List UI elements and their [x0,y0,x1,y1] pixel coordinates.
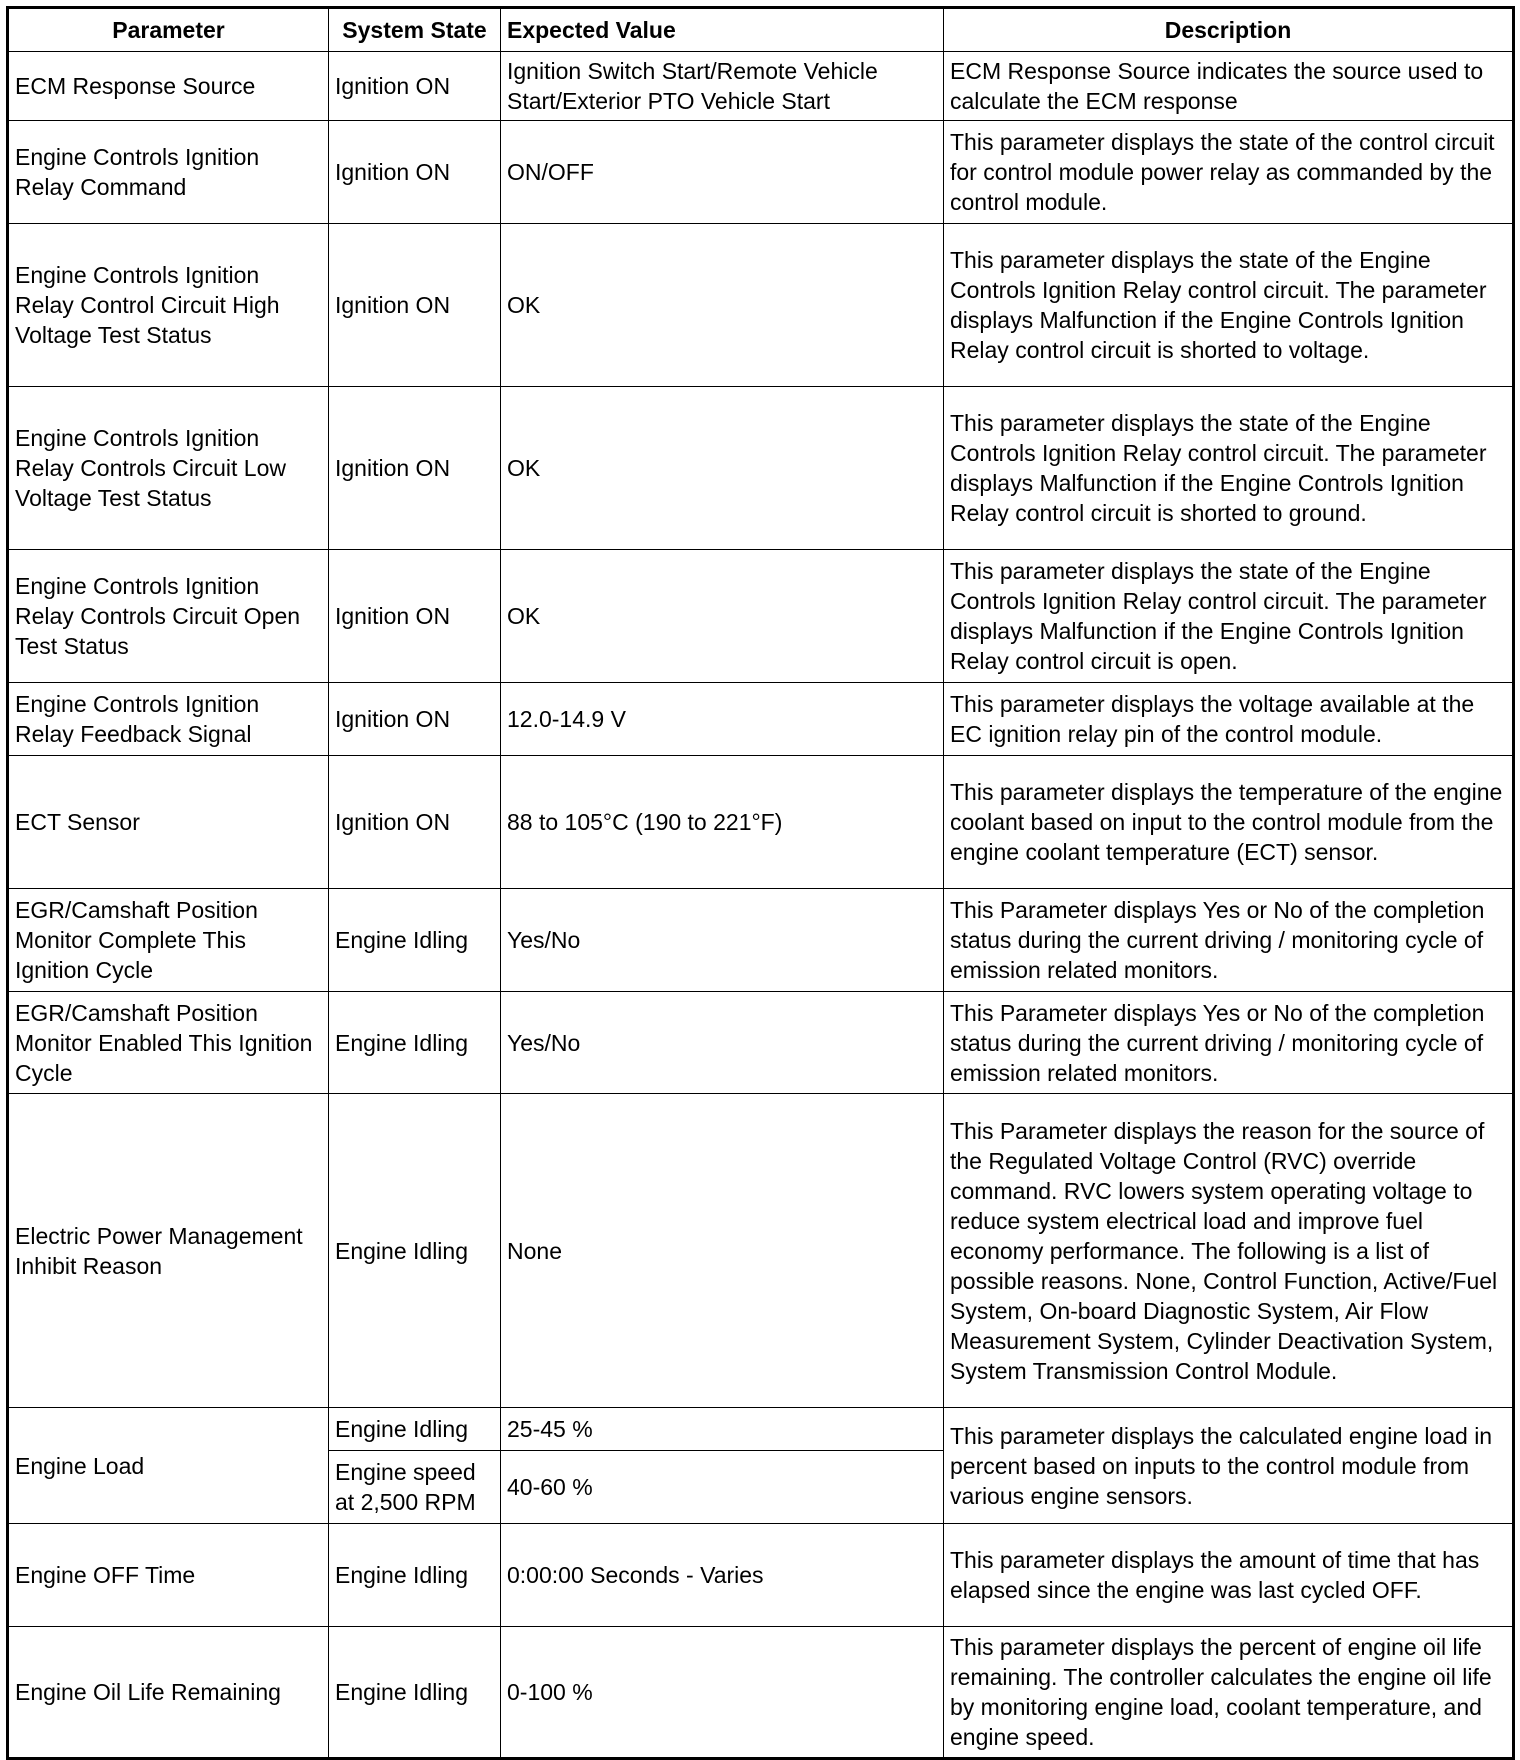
table-row: EGR/Camshaft Position Monitor Complete T… [7,888,1514,992]
expected-value-cell: ON/OFF [500,120,944,224]
parameter-cell: Electric Power Management Inhibit Reason [7,1093,329,1408]
expected-value-cell: 0-100 % [500,1626,944,1759]
table-row: Engine Controls Ignition Relay Controls … [7,549,1514,683]
table-row: Engine Controls Ignition Relay Control C… [7,223,1514,387]
system-state-cell: Ignition ON [328,51,501,121]
parameter-cell: Engine Controls Ignition Relay Control C… [7,223,329,387]
expected-value-cell: OK [500,549,944,683]
expected-value-cell: Yes/No [500,991,944,1094]
expected-value-cell: Yes/No [500,888,944,992]
expected-value-cell: OK [500,223,944,387]
system-state-cell: Engine speed at 2,500 RPM [328,1450,501,1524]
table-row: Engine Oil Life Remaining Engine Idling 0-… [7,1626,1514,1759]
parameter-cell: EGR/Camshaft Position Monitor Complete T… [7,888,329,992]
system-state-cell: Engine Idling [328,888,501,992]
expected-value-cell: 25-45 % [500,1407,944,1451]
description-cell: This parameter displays the state of the… [943,549,1514,683]
parameter-cell: Engine Controls Ignition Relay Command [7,120,329,224]
table-row: ECM Response Source Ignition ON Ignition S… [7,51,1514,121]
system-state-cell: Ignition ON [328,223,501,387]
table-row: Engine OFF Time Engine Idling 0:00:00 Seco… [7,1523,1514,1627]
description-cell: ECM Response Source indicates the source… [943,51,1514,121]
expected-value-cell: None [500,1093,944,1408]
parameter-cell: Engine Oil Life Remaining [7,1626,329,1759]
expected-value-cell: OK [500,386,944,550]
system-state-cell: Ignition ON [328,120,501,224]
system-state-cell: Ignition ON [328,682,501,756]
expected-value-cell: Ignition Switch Start/Remote Vehicle Sta… [500,51,944,121]
parameter-cell: EGR/Camshaft Position Monitor Enabled Th… [7,991,329,1094]
description-cell: This parameter displays the percent of e… [943,1626,1514,1759]
table-body: ECM Response Source Ignition ON Ignition S… [7,51,1514,1759]
header-expected-value: Expected Value [500,7,944,52]
description-cell: This parameter displays the calculated e… [943,1407,1514,1524]
parameter-cell: ECT Sensor [7,755,329,889]
description-cell: This Parameter displays Yes or No of the… [943,888,1514,992]
table-row: EGR/Camshaft Position Monitor Enabled Th… [7,991,1514,1094]
description-cell: This Parameter displays Yes or No of the… [943,991,1514,1094]
table-row: Engine Controls Ignition Relay Command Ig… [7,120,1514,224]
header-parameter: Parameter [7,7,329,52]
expected-value-cell: 12.0-14.9 V [500,682,944,756]
header-system-state: System State [328,7,501,52]
system-state-cell: Engine Idling [328,991,501,1094]
table-row: Engine Controls Ignition Relay Feedback … [7,682,1514,756]
parameter-cell: Engine Load [7,1407,329,1524]
expected-value-cell: 0:00:00 Seconds - Varies [500,1523,944,1627]
parameter-table: Parameter System State Expected Value De… [6,6,1515,1760]
system-state-cell: Engine Idling [328,1407,501,1451]
expected-value-cell: 88 to 105°C (190 to 221°F) [500,755,944,889]
parameter-cell: Engine Controls Ignition Relay Controls … [7,549,329,683]
parameter-cell: Engine Controls Ignition Relay Controls … [7,386,329,550]
description-cell: This parameter displays the voltage avai… [943,682,1514,756]
parameter-cell: Engine Controls Ignition Relay Feedback … [7,682,329,756]
table-row: Electric Power Management Inhibit Reason… [7,1093,1514,1408]
description-cell: This parameter displays the state of the… [943,223,1514,387]
description-cell: This parameter displays the state of the… [943,120,1514,224]
parameter-cell: Engine OFF Time [7,1523,329,1627]
description-cell: This parameter displays the state of the… [943,386,1514,550]
system-state-cell: Ignition ON [328,755,501,889]
header-description: Description [943,7,1514,52]
table-row: Engine Controls Ignition Relay Controls … [7,386,1514,550]
header-row: Parameter System State Expected Value De… [7,7,1514,52]
system-state-cell: Ignition ON [328,386,501,550]
description-cell: This parameter displays the temperature … [943,755,1514,889]
parameter-cell: ECM Response Source [7,51,329,121]
system-state-cell: Engine Idling [328,1093,501,1408]
description-cell: This parameter displays the amount of ti… [943,1523,1514,1627]
system-state-cell: Engine Idling [328,1626,501,1759]
system-state-cell: Ignition ON [328,549,501,683]
system-state-cell: Engine Idling [328,1523,501,1627]
table-row: ECT Sensor Ignition ON 88 to 105°C (190 to… [7,755,1514,889]
description-cell: This Parameter displays the reason for t… [943,1093,1514,1408]
expected-value-cell: 40-60 % [500,1450,944,1524]
table-row: Engine Load Engine Idling 25-45 % This para… [7,1407,1514,1524]
